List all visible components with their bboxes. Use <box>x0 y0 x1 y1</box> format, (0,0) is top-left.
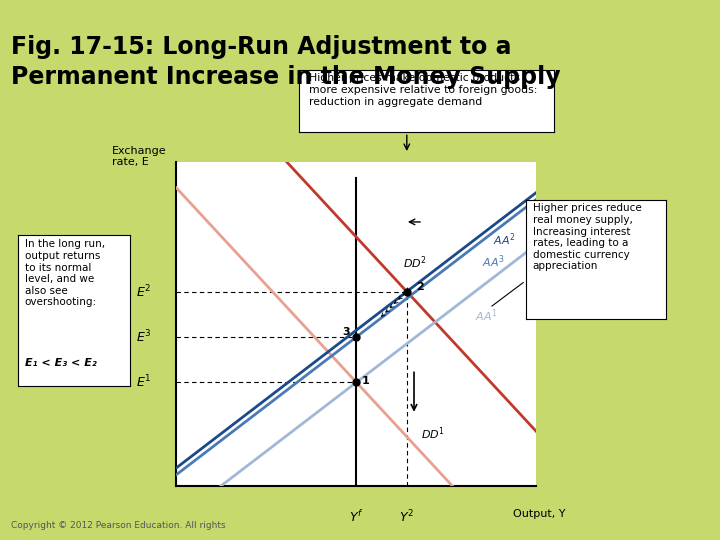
Text: Exchange
rate, E: Exchange rate, E <box>112 146 166 167</box>
Text: Output, Y: Output, Y <box>513 509 565 519</box>
Text: $E^2$: $E^2$ <box>136 284 151 300</box>
Text: $Y^2$: $Y^2$ <box>400 509 414 525</box>
Text: E₁ < E₃ < E₂: E₁ < E₃ < E₂ <box>24 358 96 368</box>
Text: $AA^2$: $AA^2$ <box>493 232 516 248</box>
Text: In the long run,
output returns
to its normal
level, and we
also see
overshootin: In the long run, output returns to its n… <box>24 239 105 319</box>
Text: Copyright © 2012 Pearson Education. All rights: Copyright © 2012 Pearson Education. All … <box>11 521 225 530</box>
Text: $AA^3$: $AA^3$ <box>482 253 505 269</box>
Text: $E^3$: $E^3$ <box>135 329 151 345</box>
Text: Higher prices make domestic products
more expensive relative to foreign goods:
r: Higher prices make domestic products mor… <box>309 73 537 106</box>
Text: $E^1$: $E^1$ <box>135 374 151 390</box>
Text: 3: 3 <box>342 327 350 338</box>
Text: Fig. 17-15: Long-Run Adjustment to a
Permanent Increase in the Money Supply: Fig. 17-15: Long-Run Adjustment to a Per… <box>11 35 560 89</box>
Text: $AA^1$: $AA^1$ <box>475 307 498 324</box>
Text: Higher prices reduce
real money supply,
Increasing interest
rates, leading to a
: Higher prices reduce real money supply, … <box>533 204 642 272</box>
Text: $DD^1$: $DD^1$ <box>421 426 446 442</box>
Text: $Y^f$: $Y^f$ <box>349 509 364 524</box>
Text: 2: 2 <box>416 282 423 292</box>
Text: $DD^2$: $DD^2$ <box>403 254 427 271</box>
Text: 1: 1 <box>362 376 369 386</box>
